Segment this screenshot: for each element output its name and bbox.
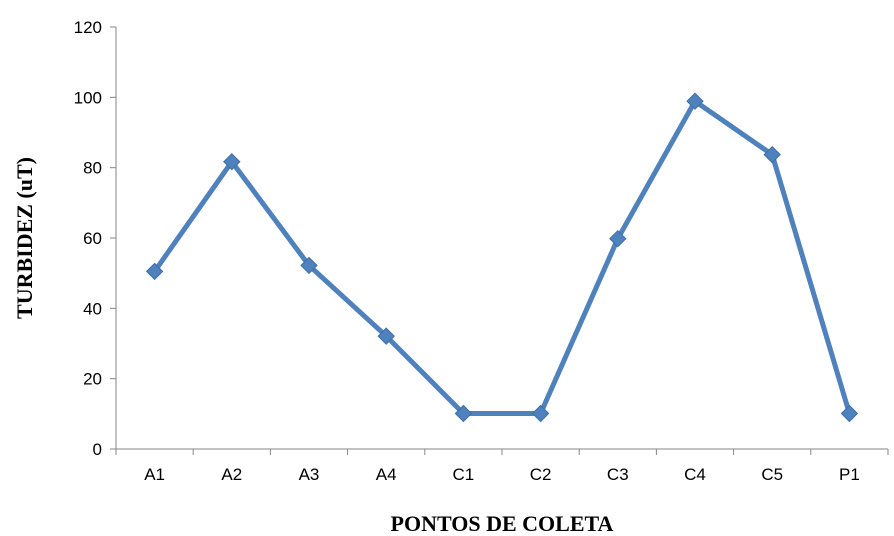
data-point-marker: [609, 229, 627, 248]
y-tick-label: 120: [74, 18, 102, 37]
x-tick-label: A1: [144, 465, 165, 484]
x-tick-label: A2: [221, 465, 242, 484]
y-tick-label: 100: [74, 88, 102, 107]
data-point-marker: [840, 404, 859, 423]
x-tick-label: A3: [299, 465, 320, 484]
y-tick-label: 60: [83, 229, 102, 248]
series-line: [152, 98, 852, 416]
x-axis-title: PONTOS DE COLETA: [391, 511, 614, 536]
y-axis-title: TURBIDEZ (uT): [12, 157, 37, 319]
data-point-marker: [145, 262, 164, 281]
x-tick-label: C4: [684, 465, 706, 484]
data-point-marker: [223, 152, 241, 171]
y-axis-ticks: 0 20 40 60 80 100 120: [74, 18, 116, 459]
x-axis-ticks: A1 A2 A3 A4 C1 C2 C3 C4 C5 P1: [115, 449, 889, 484]
x-tick-label: C3: [607, 465, 629, 484]
x-tick-label: A4: [376, 465, 397, 484]
data-point-marker: [686, 92, 704, 110]
x-tick-label: P1: [839, 465, 860, 484]
data-point-marker: [377, 327, 395, 345]
data-point-marker: [300, 256, 318, 275]
data-point-marker: [763, 145, 781, 164]
data-point-marker: [454, 404, 473, 423]
y-tick-label: 80: [83, 159, 102, 178]
x-tick-label: C2: [530, 465, 552, 484]
series-layer: [145, 92, 859, 423]
x-tick-label: C1: [453, 465, 475, 484]
y-tick-label: 20: [83, 370, 102, 389]
data-point-marker: [531, 404, 550, 423]
x-tick-label: C5: [761, 465, 783, 484]
y-tick-label: 0: [93, 440, 102, 459]
y-tick-label: 40: [83, 299, 102, 318]
